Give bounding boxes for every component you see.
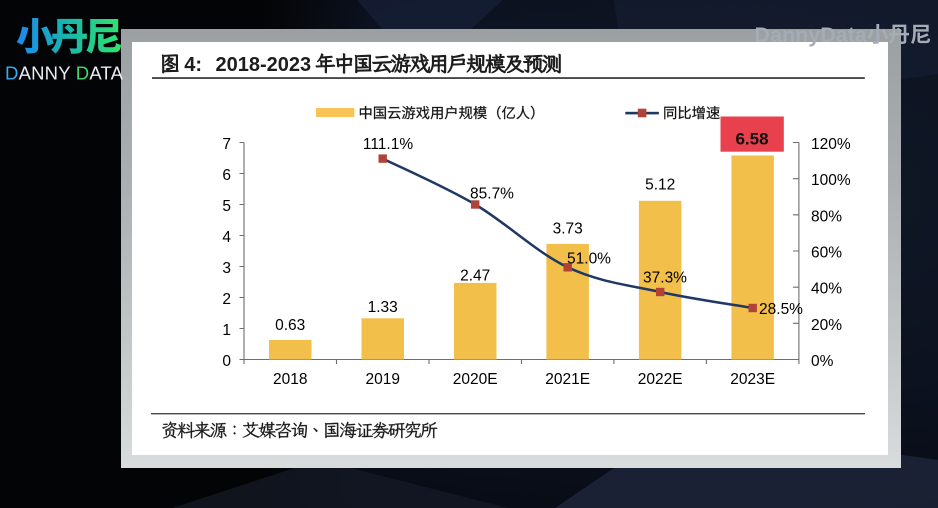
- svg-text:6: 6: [222, 167, 231, 184]
- svg-text:2023E: 2023E: [730, 371, 775, 388]
- svg-text:37.3%: 37.3%: [643, 270, 687, 287]
- svg-text:120%: 120%: [811, 136, 851, 153]
- svg-text:40%: 40%: [811, 281, 842, 298]
- svg-text:1: 1: [222, 322, 231, 339]
- svg-text:1.33: 1.33: [368, 299, 398, 316]
- svg-text:111.1%: 111.1%: [363, 136, 413, 153]
- svg-text:4:: 4:: [184, 54, 202, 76]
- svg-text:0.63: 0.63: [275, 317, 305, 334]
- svg-text:2: 2: [222, 291, 231, 308]
- svg-text:2020E: 2020E: [453, 371, 498, 388]
- svg-text:6.58: 6.58: [735, 130, 768, 149]
- svg-text:0%: 0%: [811, 353, 834, 370]
- svg-text:DannyData: DannyData: [755, 23, 868, 47]
- svg-text:2021E: 2021E: [545, 371, 590, 388]
- svg-text:DANNY DATA: DANNY DATA: [5, 63, 124, 84]
- svg-text:3: 3: [222, 260, 231, 277]
- svg-text:0: 0: [222, 353, 231, 370]
- svg-text:7: 7: [222, 136, 231, 153]
- svg-text:100%: 100%: [811, 172, 851, 189]
- svg-text:2022E: 2022E: [638, 371, 683, 388]
- svg-text:20%: 20%: [811, 317, 842, 334]
- svg-text:80%: 80%: [811, 208, 842, 225]
- svg-text:60%: 60%: [811, 245, 842, 262]
- svg-text:85.7%: 85.7%: [470, 186, 514, 203]
- svg-text:5.12: 5.12: [645, 177, 675, 194]
- svg-text:2.47: 2.47: [460, 268, 490, 285]
- svg-text:2018: 2018: [273, 371, 307, 388]
- svg-text:51.0%: 51.0%: [567, 251, 611, 268]
- svg-text:28.5%: 28.5%: [759, 301, 803, 318]
- svg-text:3.73: 3.73: [553, 220, 583, 237]
- svg-text:2019: 2019: [365, 371, 399, 388]
- svg-text:2018-2023: 2018-2023: [216, 54, 312, 76]
- svg-text:5: 5: [222, 198, 231, 215]
- svg-text:4: 4: [222, 229, 231, 246]
